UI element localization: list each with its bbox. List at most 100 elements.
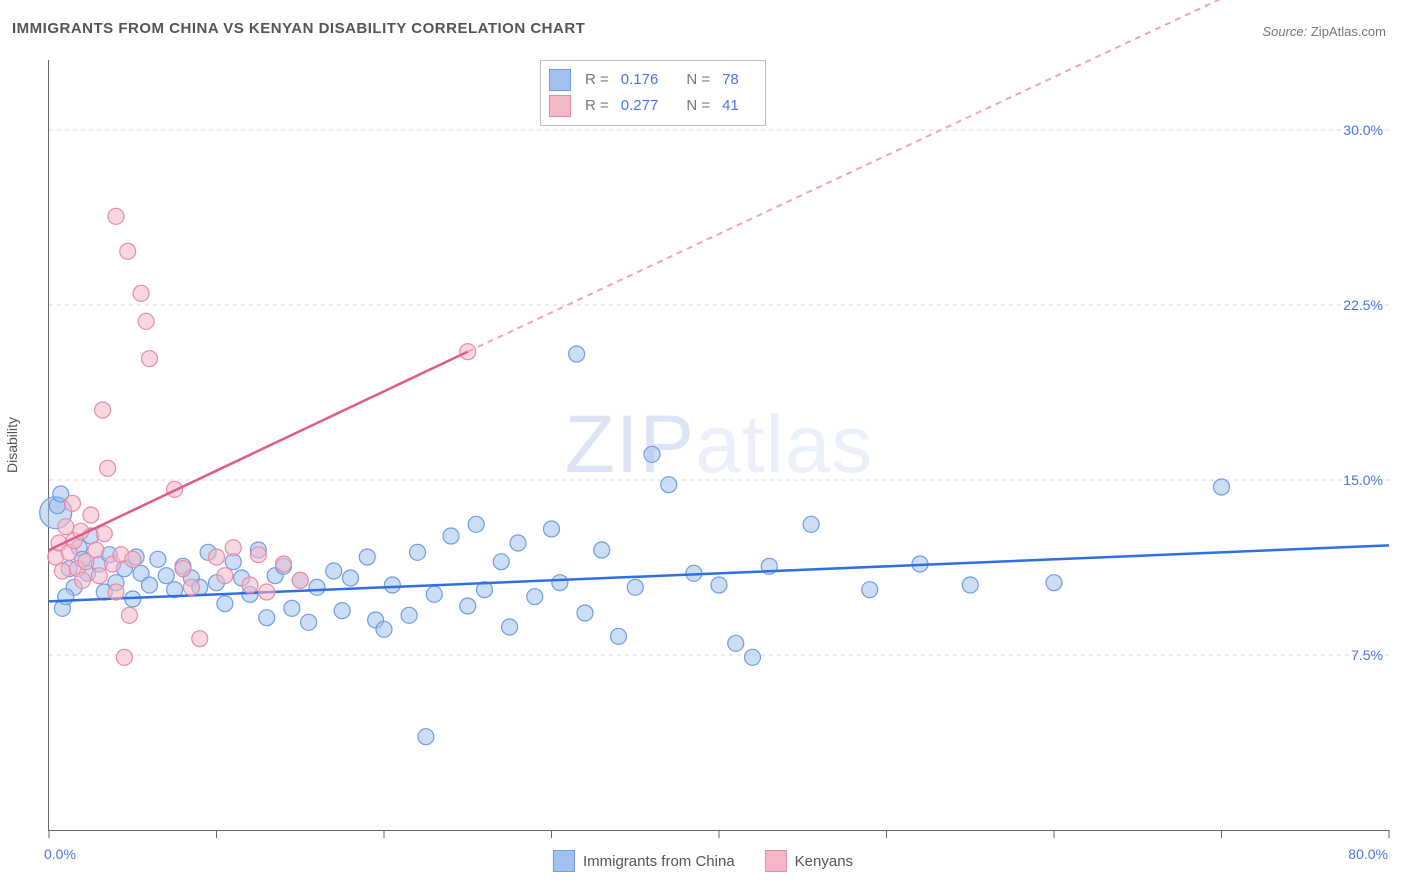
x-axis-max-label: 80.0%	[1348, 846, 1388, 862]
scatter-point	[502, 619, 518, 635]
y-tick-label: 15.0%	[1343, 472, 1383, 488]
scatter-point	[75, 572, 91, 588]
scatter-point	[527, 589, 543, 605]
scatter-point	[594, 542, 610, 558]
scatter-point	[64, 495, 80, 511]
scatter-point	[95, 402, 111, 418]
bottom-legend: Immigrants from China Kenyans	[553, 850, 853, 872]
scatter-point	[468, 516, 484, 532]
scatter-point	[418, 729, 434, 745]
x-axis-min-label: 0.0%	[44, 846, 76, 862]
y-tick-label: 22.5%	[1343, 297, 1383, 313]
stats-legend-box: R = 0.176 N = 78 R = 0.277 N = 41	[540, 60, 766, 126]
scatter-point	[142, 577, 158, 593]
scatter-point	[309, 579, 325, 595]
scatter-point	[711, 577, 727, 593]
scatter-point	[259, 610, 275, 626]
scatter-point	[292, 572, 308, 588]
scatter-point	[138, 313, 154, 329]
scatter-point	[728, 635, 744, 651]
stat-n-value: 41	[722, 93, 739, 119]
scatter-point	[276, 556, 292, 572]
plot-area: ZIPatlas 7.5%15.0%22.5%30.0%	[48, 60, 1389, 831]
legend-swatch	[553, 850, 575, 872]
scatter-point	[627, 579, 643, 595]
scatter-point	[384, 577, 400, 593]
scatter-point	[58, 589, 74, 605]
scatter-point	[54, 563, 70, 579]
scatter-point	[1046, 575, 1062, 591]
scatter-point	[745, 649, 761, 665]
stat-n-value: 78	[722, 67, 739, 93]
y-tick-label: 30.0%	[1343, 122, 1383, 138]
legend-item: Kenyans	[765, 850, 853, 872]
scatter-point	[242, 577, 258, 593]
scatter-point	[359, 549, 375, 565]
scatter-point	[108, 584, 124, 600]
scatter-point	[862, 582, 878, 598]
stat-r-label: R =	[585, 67, 609, 93]
source-label: Source:	[1262, 24, 1307, 39]
scatter-point	[326, 563, 342, 579]
scatter-point	[116, 649, 132, 665]
scatter-point	[142, 351, 158, 367]
y-tick-label: 7.5%	[1351, 647, 1383, 663]
stats-row: R = 0.277 N = 41	[549, 93, 753, 119]
scatter-point	[150, 551, 166, 567]
scatter-point	[803, 516, 819, 532]
scatter-point	[577, 605, 593, 621]
chart-title: IMMIGRANTS FROM CHINA VS KENYAN DISABILI…	[12, 20, 585, 37]
scatter-point	[376, 621, 392, 637]
legend-label: Kenyans	[795, 853, 853, 870]
scatter-point	[225, 540, 241, 556]
y-axis-title: Disability	[4, 417, 20, 473]
trend-line-dashed	[468, 0, 1389, 352]
scatter-point	[343, 570, 359, 586]
chart-svg: 7.5% 15.0% 22.5% 30.0%	[49, 60, 1389, 830]
stat-r-label: R =	[585, 93, 609, 119]
chart-container: IMMIGRANTS FROM CHINA VS KENYAN DISABILI…	[0, 0, 1406, 892]
scatter-point	[301, 614, 317, 630]
scatter-point	[192, 631, 208, 647]
stat-r-value: 0.277	[621, 93, 659, 119]
scatter-point	[125, 551, 141, 567]
scatter-point	[552, 575, 568, 591]
scatter-point	[58, 519, 74, 535]
scatter-point	[217, 568, 233, 584]
stats-row: R = 0.176 N = 78	[549, 67, 753, 93]
source-attribution: Source: ZipAtlas.com	[1262, 24, 1386, 39]
scatter-point	[401, 607, 417, 623]
legend-label: Immigrants from China	[583, 853, 735, 870]
legend-swatch	[549, 69, 571, 91]
scatter-point	[259, 584, 275, 600]
scatter-point	[962, 577, 978, 593]
legend-item: Immigrants from China	[553, 850, 735, 872]
scatter-point	[120, 243, 136, 259]
scatter-point	[460, 598, 476, 614]
scatter-point	[569, 346, 585, 362]
scatter-point	[611, 628, 627, 644]
scatter-point	[158, 568, 174, 584]
legend-swatch	[549, 95, 571, 117]
scatter-point	[284, 600, 300, 616]
scatter-point	[175, 561, 191, 577]
scatter-point	[250, 547, 266, 563]
scatter-point	[91, 568, 107, 584]
stat-n-label: N =	[686, 93, 710, 119]
legend-swatch	[765, 850, 787, 872]
scatter-point	[108, 208, 124, 224]
scatter-point	[661, 477, 677, 493]
source-value: ZipAtlas.com	[1311, 24, 1386, 39]
scatter-point	[1214, 479, 1230, 495]
stat-r-value: 0.176	[621, 67, 659, 93]
scatter-point	[410, 544, 426, 560]
scatter-point	[510, 535, 526, 551]
scatter-point	[544, 521, 560, 537]
scatter-point	[83, 507, 99, 523]
scatter-point	[334, 603, 350, 619]
scatter-point	[644, 446, 660, 462]
scatter-point	[183, 579, 199, 595]
scatter-point	[493, 554, 509, 570]
stat-n-label: N =	[686, 67, 710, 93]
scatter-point	[121, 607, 137, 623]
